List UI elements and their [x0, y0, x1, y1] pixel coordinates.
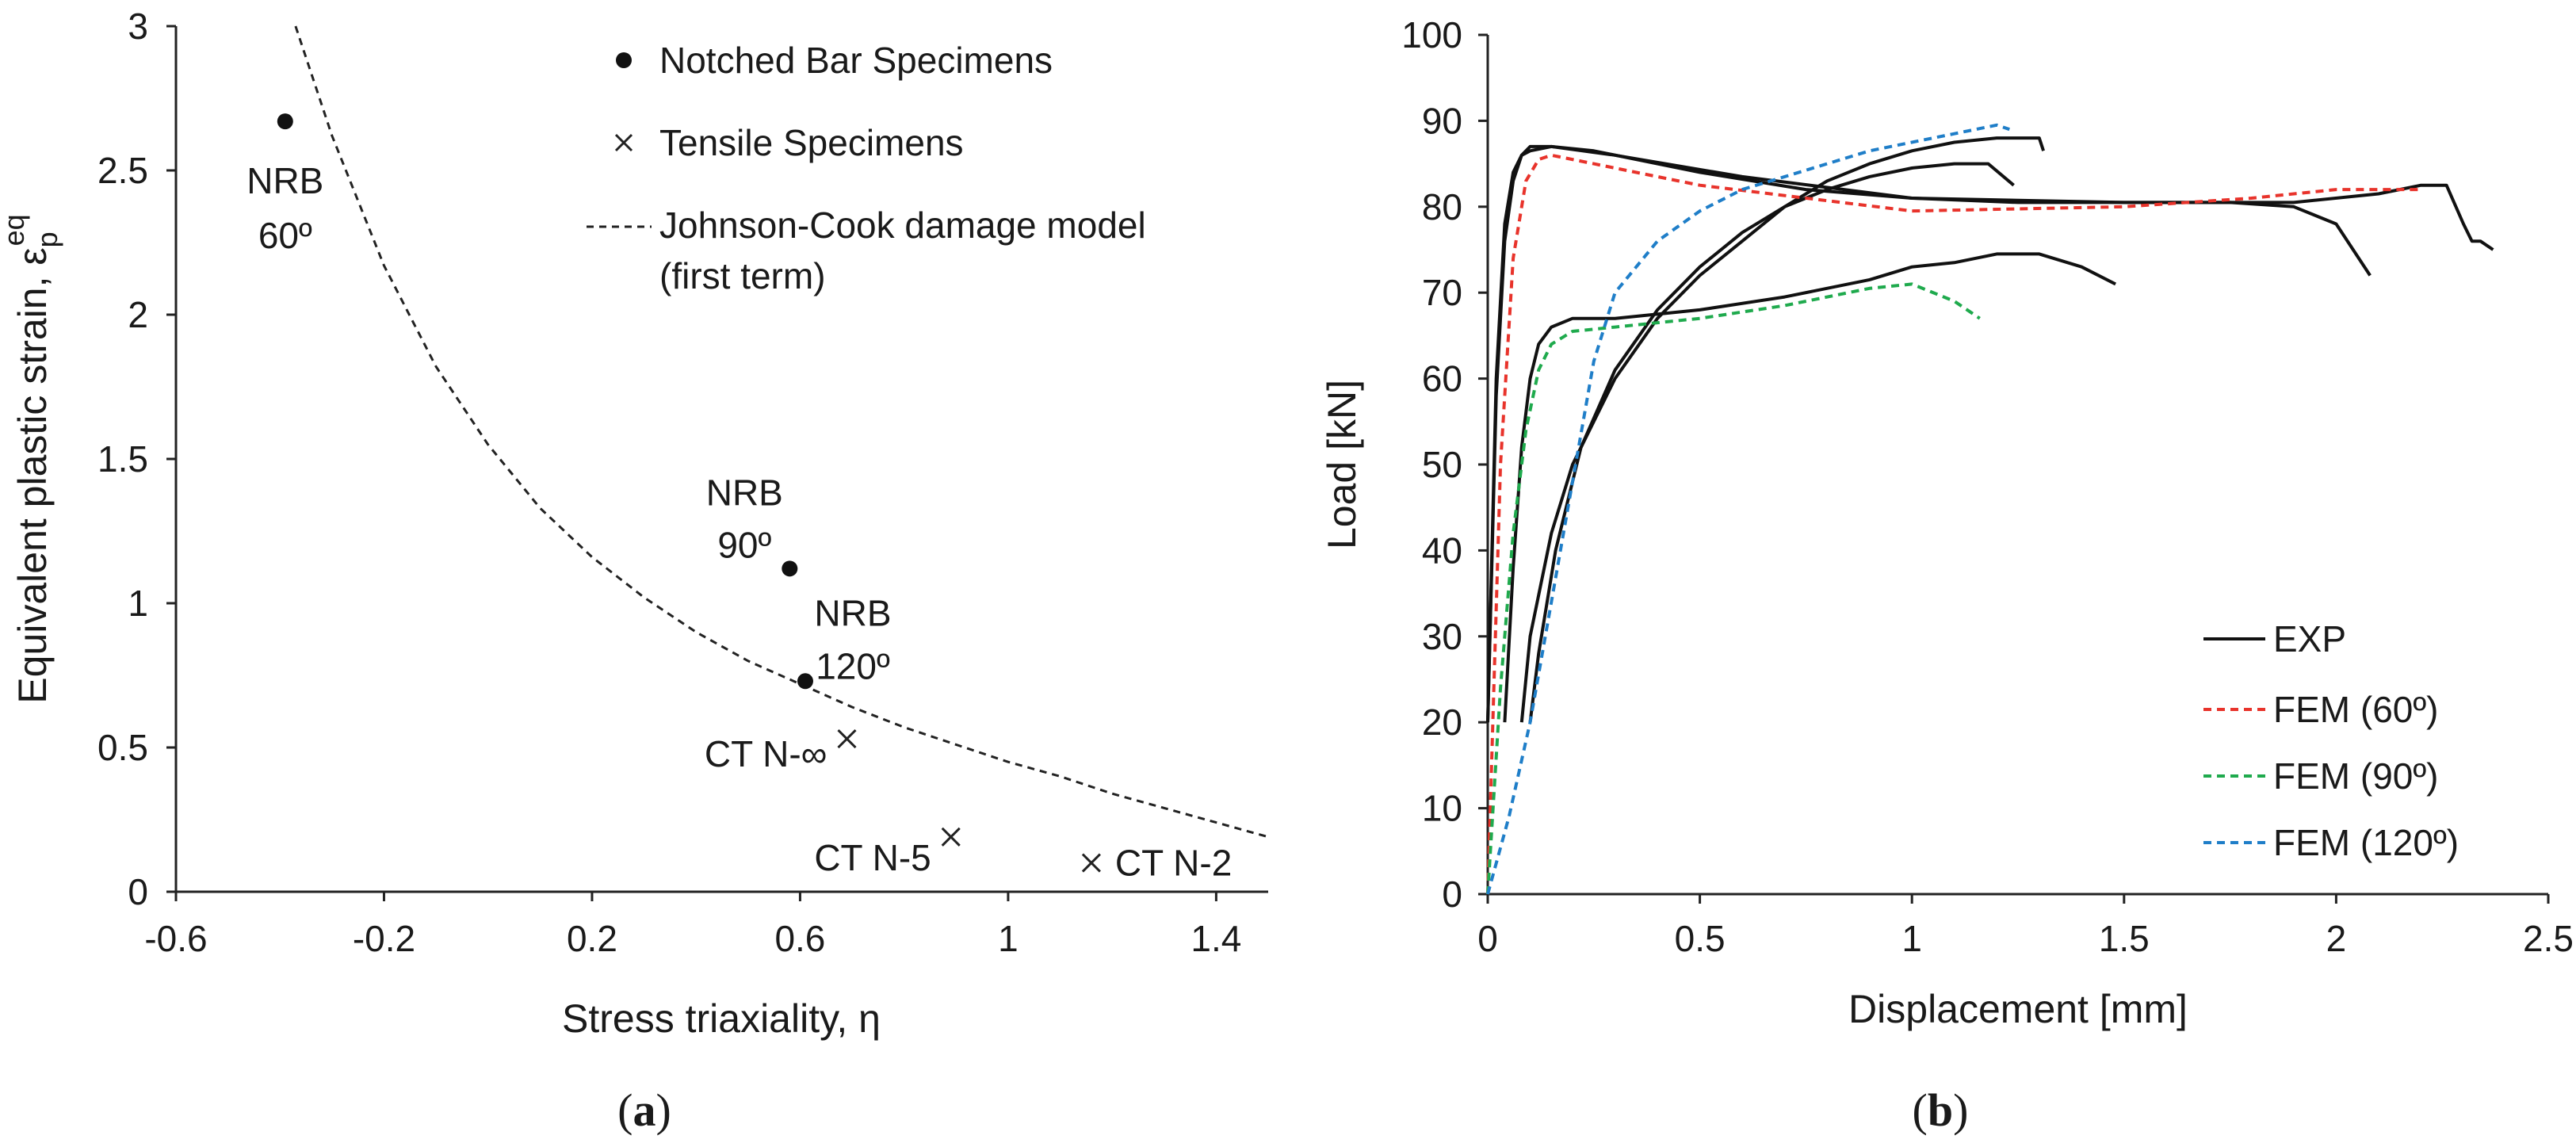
chart-a-y-tick-label: 3 — [128, 6, 148, 47]
legend-fem120-label: FEM (120º) — [2273, 822, 2459, 863]
chart-a-notched-point — [277, 113, 293, 130]
chart-a-notched-label: NRB — [706, 472, 783, 513]
chart-a-tensile-label: CT N-∞ — [705, 733, 827, 774]
chart-a-y-title-sup: eq — [0, 214, 30, 246]
chart-a-tensile-point — [1081, 853, 1101, 873]
chart-a-x-tick-label: 0.6 — [774, 918, 825, 959]
chart-a-y-tick-label: 1 — [128, 583, 148, 624]
chart-b-y-tick-label: 90 — [1422, 100, 1462, 141]
chart-a-y-title: Equivalent plastic strain, εpeq — [0, 214, 63, 703]
chart-b-series-exp — [1486, 144, 2494, 723]
chart-b-y-tick-label: 70 — [1422, 272, 1462, 313]
chart-a-notched-label-angle: 60º — [258, 215, 312, 256]
chart-a-legend: Notched Bar Specimens Tensile Specimens … — [587, 40, 1146, 296]
legend-exp-label: EXP — [2273, 618, 2346, 660]
chart-b-y-tick-label: 40 — [1422, 530, 1462, 571]
chart-b-x-title: Displacement [mm] — [1848, 987, 2188, 1031]
chart-b-series-exp — [1519, 136, 2046, 723]
chart-a-x-tick-label: 1 — [998, 918, 1019, 959]
chart-a-notched-label: NRB — [247, 160, 323, 201]
caption-a: (a) — [617, 1084, 671, 1136]
chart-b-y-tick-label: 20 — [1422, 702, 1462, 743]
chart-b: 0 0.5 1 1.5 2 2.5 0 10 20 30 40 50 60 70 80 90 100 EXP F… — [1320, 14, 2574, 1136]
chart-a: -0.6 -0.2 0.2 0.6 1 1.4 0 0.5 1 1.5 2 2.5 3 NRB 60º NR… — [0, 6, 1269, 1136]
chart-b-series-fem-90 — [1486, 282, 1981, 895]
legend-tensile-label: Tensile Specimens — [659, 122, 964, 163]
chart-b-series-fem-60 — [1486, 153, 2421, 895]
chart-a-notched-point — [797, 673, 813, 690]
chart-a-x-tick-label: -0.6 — [144, 918, 207, 959]
legend-cross-marker — [614, 133, 633, 152]
chart-b-series-fem-120 — [1486, 123, 2010, 895]
chart-b-y-tick-label: 80 — [1422, 186, 1462, 227]
chart-a-y-tick-label: 1.5 — [97, 438, 148, 480]
chart-a-y-tick-label: 2 — [128, 294, 148, 335]
chart-a-x-title: Stress triaxiality, η — [562, 996, 881, 1041]
chart-b-x-tick-label: 2.5 — [2523, 918, 2574, 959]
chart-a-y-tick-label: 0 — [128, 871, 148, 912]
chart-b-y-tick-label: 30 — [1422, 616, 1462, 657]
legend-jc-label-2: (first term) — [659, 255, 826, 296]
chart-a-x-tick-label: 1.4 — [1191, 918, 1241, 959]
chart-b-x-tick-label: 0.5 — [1675, 918, 1726, 959]
chart-b-y-tick-label: 0 — [1442, 874, 1462, 915]
chart-b-series-exp — [1528, 162, 2015, 723]
chart-b-y-tick-label: 60 — [1422, 358, 1462, 400]
chart-b-series-exp — [1503, 252, 2117, 723]
chart-a-x-tick-label: -0.2 — [353, 918, 415, 959]
chart-a-tensile-point — [941, 827, 961, 847]
chart-a-tensile-label: CT N-2 — [1115, 843, 1232, 884]
chart-a-notched-label: NRB — [814, 592, 891, 633]
chart-a-tensile-point — [837, 729, 857, 749]
chart-b-x-tick-label: 1.5 — [2099, 918, 2150, 959]
chart-a-y-tick-label: 2.5 — [97, 150, 148, 191]
legend-fem60-label: FEM (60º) — [2273, 689, 2438, 730]
chart-b-legend: EXP FEM (60º) FEM (90º) FEM (120º) — [2203, 618, 2459, 863]
legend-notched-label: Notched Bar Specimens — [659, 40, 1053, 81]
chart-b-y-tick-label: 100 — [1401, 14, 1462, 55]
chart-a-y-tick-label: 0.5 — [97, 727, 148, 768]
chart-b-y-tick-label: 50 — [1422, 444, 1462, 485]
chart-a-tensile-label: CT N-5 — [814, 837, 931, 878]
legend-dot-marker — [616, 52, 632, 68]
caption-b: (b) — [1913, 1084, 1969, 1136]
legend-jc-label: Johnson-Cook damage model — [659, 205, 1146, 246]
chart-b-x-tick-label: 1 — [1901, 918, 1922, 959]
chart-a-notched-label-angle: 120º — [816, 645, 890, 686]
chart-b-x-tick-label: 0 — [1477, 918, 1498, 959]
chart-a-jc-model-line — [294, 25, 1269, 839]
chart-a-notched-label-angle: 90º — [717, 524, 771, 565]
chart-b-y-title: Load [kN] — [1320, 380, 1364, 549]
chart-b-y-tick-label: 10 — [1422, 788, 1462, 829]
legend-fem90-label: FEM (90º) — [2273, 755, 2438, 797]
chart-a-notched-point — [782, 560, 798, 577]
chart-a-y-title-main: Equivalent plastic strain, ε — [10, 247, 55, 703]
chart-b-series-exp — [1486, 144, 2372, 723]
chart-a-x-tick-label: 0.2 — [567, 918, 617, 959]
chart-b-x-tick-label: 2 — [2326, 918, 2347, 959]
chart-a-y-title-sub: p — [31, 231, 63, 247]
